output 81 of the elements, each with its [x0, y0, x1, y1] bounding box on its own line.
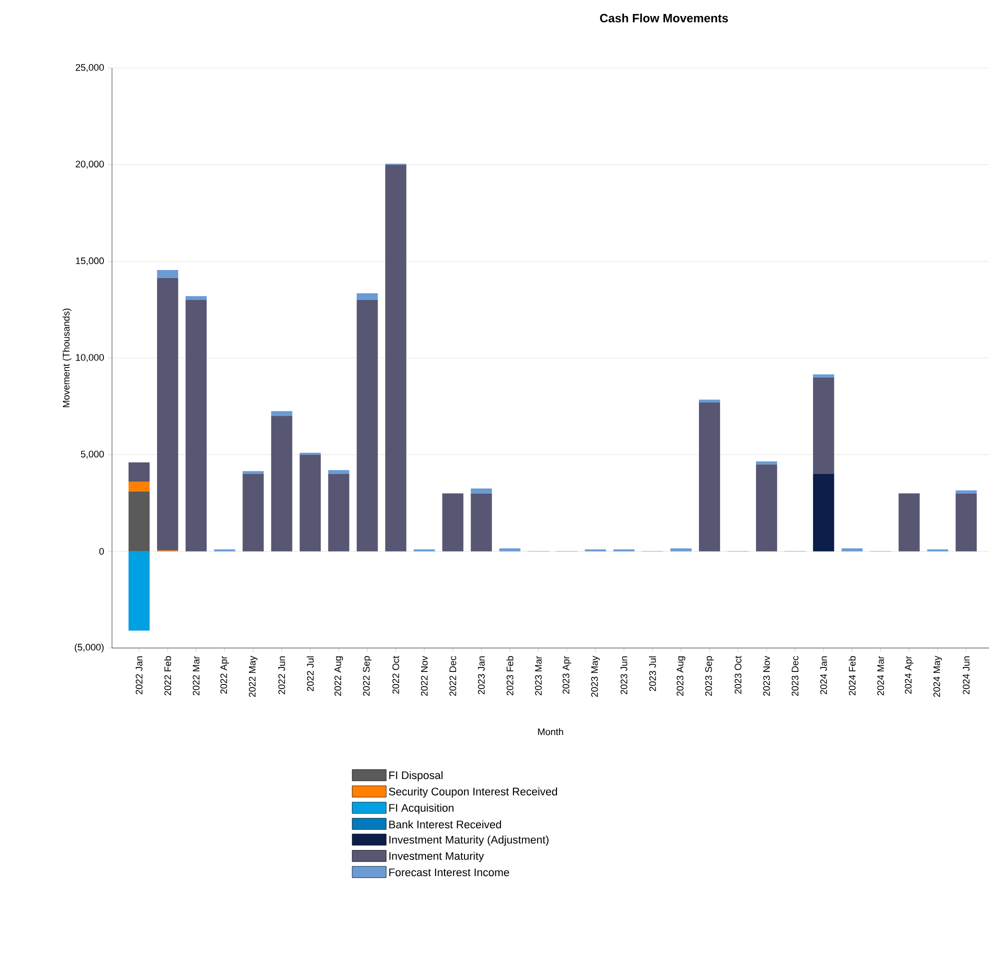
bar: [157, 278, 178, 550]
bar: [813, 374, 834, 378]
x-tick-label: 2024 Feb: [848, 656, 856, 696]
x-tick-label: 2023 Oct: [734, 656, 742, 694]
x-tick-label: 2022 Apr: [220, 656, 229, 694]
x-tick-label: 2023 Jul: [648, 656, 656, 692]
bar: [670, 548, 692, 552]
x-tick-label: 2023 Apr: [562, 656, 572, 694]
y-tick-label: 25,000: [76, 64, 104, 72]
x-tick-label: 2022 Jun: [278, 656, 286, 694]
bar: [356, 293, 378, 300]
bar: [328, 474, 350, 552]
x-tick-label: 2023 Jun: [620, 656, 628, 694]
bar: [356, 300, 378, 552]
x-tick-label: 2024 Jan: [820, 656, 827, 694]
bar: [470, 488, 492, 494]
legend-label: Security Coupon Interest Received: [388, 787, 558, 798]
x-tick-label: 2022 Aug: [334, 656, 344, 696]
y-axis-title: Movement (Thousands): [62, 308, 72, 408]
y-tick-label: 20,000: [76, 160, 104, 169]
x-tick-label: 2022 Jul: [306, 656, 314, 692]
bar: [242, 471, 264, 474]
bar: [242, 474, 264, 552]
legend-label: Investment Maturity: [389, 852, 484, 862]
bar: [328, 470, 350, 474]
bar: [898, 493, 920, 552]
y-tick-label: 15,000: [76, 257, 104, 266]
x-tick-label: 2022 May: [248, 656, 258, 697]
bar: [756, 461, 778, 464]
x-tick-label: 2023 Jan: [478, 656, 485, 694]
legend-label: FI Disposal: [389, 771, 442, 782]
bar: [698, 400, 720, 402]
x-tick-label: 2024 Mar: [877, 656, 884, 696]
bar: [756, 464, 778, 552]
bar: [442, 493, 464, 552]
legend-label: Bank Interest Received: [389, 820, 501, 828]
x-tick-label: 2024 May: [933, 656, 942, 697]
x-tick-label: 2023 May: [591, 656, 600, 697]
bar: [842, 548, 863, 552]
legend-label: Forecast Interest Income: [389, 868, 510, 876]
x-tick-label: 2022 Sep: [362, 656, 372, 696]
bar: [813, 474, 834, 552]
bar: [186, 300, 207, 552]
x-tick-label: 2023 Mar: [535, 656, 542, 696]
bar: [956, 490, 977, 494]
legend-label: Investment Maturity (Adjustment): [389, 836, 548, 846]
x-tick-label: 2023 Dec: [792, 656, 798, 696]
bar: [271, 411, 292, 416]
bar: [128, 462, 150, 482]
bar: [300, 454, 321, 552]
x-tick-label: 2022 Nov: [420, 656, 428, 696]
legend-label: FI Acquisition: [389, 804, 454, 814]
x-tick-label: 2023 Aug: [676, 656, 686, 696]
x-tick-label: 2022 Mar: [192, 656, 200, 696]
bar: [385, 164, 406, 552]
y-tick-label: 10,000: [76, 354, 104, 362]
x-tick-label: 2024 Jun: [962, 656, 970, 694]
bar: [698, 402, 720, 552]
x-axis-title: Month: [538, 728, 564, 736]
bar: [813, 377, 834, 474]
bar: [128, 551, 150, 631]
x-tick-label: 2023 Feb: [506, 656, 514, 696]
x-tick-label: 2022 Jan: [136, 656, 142, 694]
y-tick-label: 0: [99, 548, 104, 555]
y-tick-label: (5,000): [74, 644, 104, 652]
y-tick-label: 5,000: [80, 450, 104, 459]
bar: [499, 548, 520, 552]
chart-title: Cash Flow Movements: [600, 14, 728, 22]
bar: [186, 296, 207, 300]
x-tick-label: 2024 Apr: [904, 656, 914, 694]
bar: [956, 493, 977, 552]
x-tick-label: 2023 Nov: [763, 656, 770, 696]
x-tick-label: 2022 Feb: [164, 656, 172, 696]
x-tick-label: 2022 Dec: [449, 656, 456, 696]
bar: [128, 491, 150, 552]
bar: [470, 493, 492, 552]
x-tick-label: 2023 Sep: [705, 656, 714, 696]
bar: [157, 270, 178, 278]
bar: [128, 482, 150, 492]
bar: [271, 416, 292, 552]
x-tick-label: 2022 Oct: [392, 656, 400, 694]
